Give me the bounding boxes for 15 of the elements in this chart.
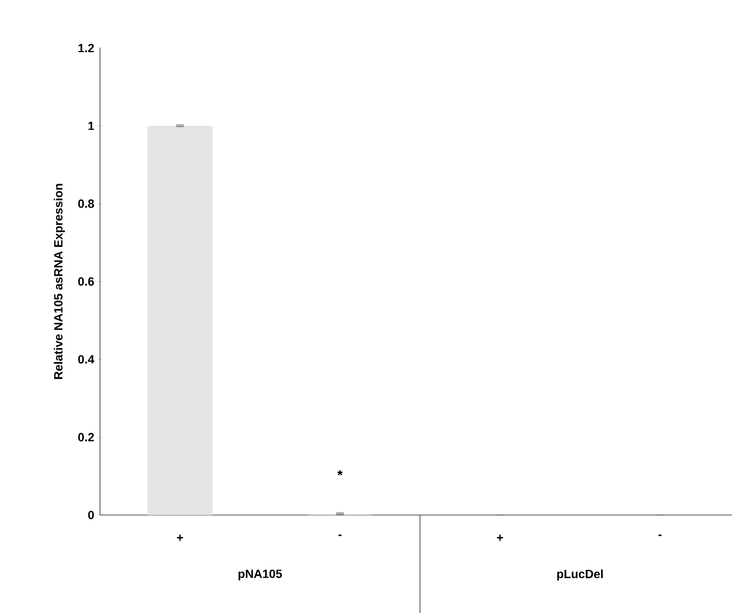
- y-tick-label: 0.4: [78, 355, 94, 364]
- y-tick-label: 1.2: [78, 44, 94, 52]
- annotation: *: [337, 470, 343, 476]
- x-tick-label: +: [497, 534, 504, 541]
- y-tick-label: 0.8: [78, 199, 94, 208]
- y-axis-title: Relative NA105 asRNA Expression: [54, 184, 65, 380]
- text: pLucDel: [557, 569, 603, 581]
- y-tick-label: 1: [88, 122, 94, 130]
- y-tick-label: 0.6: [78, 277, 94, 286]
- x-tick-label: +: [177, 534, 184, 541]
- y-tick-label: 0.2: [78, 432, 94, 442]
- x-tick-label: -: [338, 534, 342, 536]
- x-tick-label: -: [658, 534, 662, 536]
- text: pNA105: [238, 570, 282, 580]
- y-tick-label: 0: [88, 510, 94, 520]
